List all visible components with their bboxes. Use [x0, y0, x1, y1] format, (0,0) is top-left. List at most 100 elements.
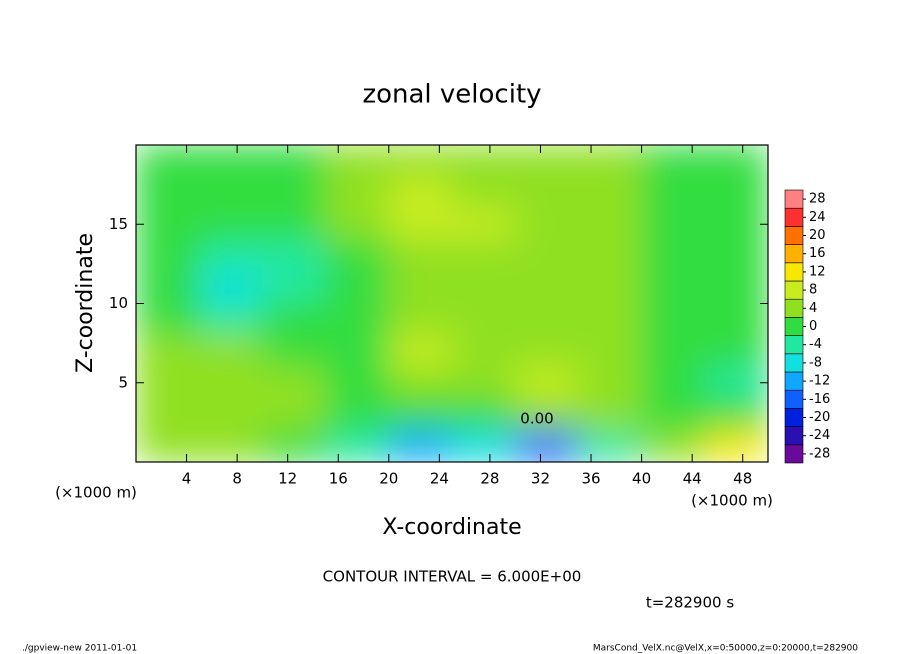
colorbar-label: -24 — [809, 428, 830, 443]
field-cell — [261, 239, 327, 273]
x-axis-label: X-coordinate — [382, 515, 521, 540]
field-cell — [198, 303, 263, 336]
field-cell — [388, 239, 453, 273]
field-cell — [325, 429, 390, 462]
field-cell — [641, 398, 706, 431]
field-cell — [577, 145, 643, 178]
field-cell — [451, 145, 516, 178]
field-cell — [388, 398, 453, 431]
field-cell — [261, 271, 327, 304]
colorbar-label: 12 — [809, 264, 826, 279]
field-cell — [451, 239, 516, 273]
field-cell — [198, 239, 263, 273]
field-cell — [325, 334, 390, 368]
colorbar-label: 24 — [809, 210, 826, 225]
field-cell — [641, 429, 706, 462]
colorbar-swatch — [784, 353, 804, 373]
field-cell — [577, 398, 643, 431]
colorbar-swatch — [784, 444, 804, 464]
colorbar-label: 0 — [809, 319, 817, 334]
x-tick-label: 28 — [480, 470, 499, 488]
field-cell — [261, 176, 327, 209]
field-cell — [451, 366, 516, 400]
colorbar-swatch — [784, 317, 804, 336]
field-cell — [325, 271, 390, 304]
x-tick-label: 8 — [232, 470, 242, 488]
field-cell — [325, 176, 390, 209]
colorbar-swatch — [784, 226, 804, 245]
field-cell — [704, 303, 768, 336]
field-cell — [641, 271, 706, 304]
field-cell — [641, 176, 706, 209]
time-label: t=282900 s — [646, 594, 734, 612]
field-cell — [704, 429, 768, 462]
x-unit-left: (×1000 m) — [55, 484, 137, 502]
field-cell — [704, 271, 768, 304]
field — [136, 145, 768, 462]
field-cell — [514, 271, 579, 304]
colorbar-label: -20 — [809, 410, 830, 425]
field-cell — [198, 366, 263, 400]
field-cell — [577, 429, 643, 462]
field-cell — [198, 334, 263, 368]
contour-interval: CONTOUR INTERVAL = 6.000E+00 — [323, 568, 582, 586]
footer-right: MarsCond_VelX.nc@VelX,x=0:50000,z=0:2000… — [593, 644, 858, 654]
colorbar-label: 20 — [809, 228, 826, 243]
field-cell — [704, 398, 768, 431]
field-cell — [325, 207, 390, 241]
field-cell — [514, 303, 579, 336]
field-cell — [704, 176, 768, 209]
field-cell — [136, 176, 200, 209]
x-unit-right: (×1000 m) — [691, 492, 773, 510]
field-cell — [325, 303, 390, 336]
colorbar-label: 8 — [809, 283, 817, 298]
colorbar-label: 28 — [809, 192, 826, 207]
field-cell — [198, 429, 263, 462]
colorbar-swatch — [784, 244, 804, 264]
field-cell — [198, 145, 263, 178]
colorbar-swatch — [784, 298, 804, 318]
field-cell — [577, 176, 643, 209]
field-cell — [136, 271, 200, 304]
colorbar-swatch — [784, 389, 804, 409]
colorbar-label: -4 — [809, 337, 822, 352]
field-cell — [514, 207, 579, 241]
field-cell — [514, 429, 579, 462]
colorbar-swatch — [784, 408, 804, 427]
x-tick-label: 16 — [329, 470, 348, 488]
field-cell — [198, 207, 263, 241]
field-cell — [641, 207, 706, 241]
x-tick-label: 24 — [430, 470, 449, 488]
field-cell — [388, 271, 453, 304]
x-tick-label: 48 — [733, 470, 752, 488]
field-cell — [261, 366, 327, 400]
field-cell — [451, 207, 516, 241]
colorbar-swatch — [784, 335, 804, 355]
field-cell — [514, 145, 579, 178]
field-cell — [451, 398, 516, 431]
colorbar-swatch — [784, 189, 804, 209]
field-cell — [136, 303, 200, 336]
x-tick-label: 32 — [531, 470, 550, 488]
field-cell — [704, 366, 768, 400]
colorbar-swatch — [784, 426, 804, 446]
field-cell — [641, 334, 706, 368]
field-cell — [641, 303, 706, 336]
y-tick-label: 15 — [109, 215, 128, 233]
field-cell — [704, 145, 768, 178]
colorbar-label: -8 — [809, 355, 822, 370]
field-cell — [451, 271, 516, 304]
field-cell — [136, 398, 200, 431]
field-cell — [451, 429, 516, 462]
field-cell — [136, 207, 200, 241]
field-cell — [261, 207, 327, 241]
field-cell — [388, 303, 453, 336]
field-cell — [136, 366, 200, 400]
y-tick-label: 10 — [109, 294, 128, 312]
colorbar-swatch — [784, 262, 804, 282]
field-cells — [136, 145, 768, 462]
field-cell — [514, 366, 579, 400]
y-tick-label: 5 — [118, 373, 128, 391]
field-cell — [451, 334, 516, 368]
